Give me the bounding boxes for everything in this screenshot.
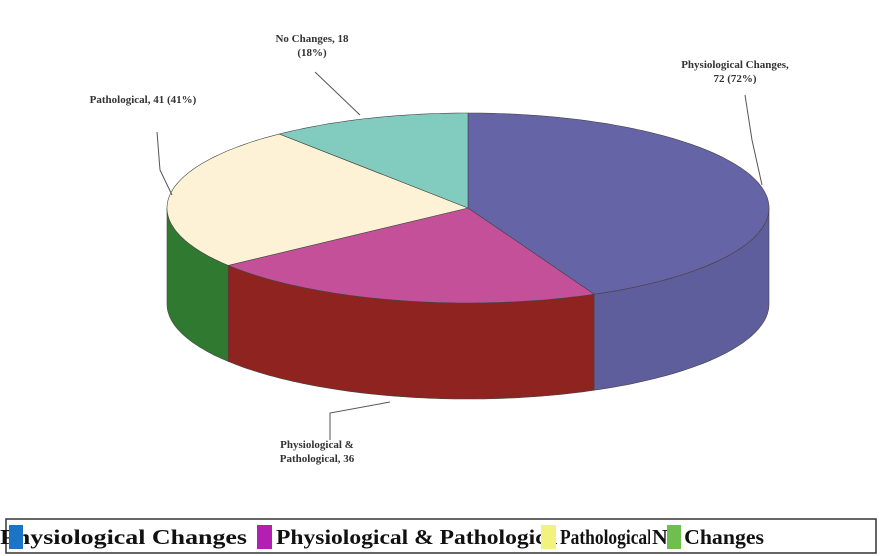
legend-label: Physiological Changes — [0, 525, 247, 549]
leader-line — [744, 94, 763, 186]
legend-label: Pathological — [560, 525, 652, 549]
legend-label: Physiological & Pathological — [276, 525, 564, 549]
legend-backing — [274, 522, 566, 551]
data-label: Pathological, 41 (41%) — [89, 94, 197, 106]
pie-slice — [166, 133, 469, 266]
data-label: Physiological Changes, 72 (72%) — [681, 59, 789, 85]
legend-backing — [558, 522, 654, 551]
pie — [166, 112, 770, 400]
legend-swatch — [9, 525, 23, 549]
data-label: No Changes, 18 (18%) — [275, 33, 349, 59]
leader-lines — [156, 71, 763, 440]
leader-line — [329, 401, 391, 440]
data-label: Physiological & Pathological, 36 — [279, 439, 355, 465]
pie-slice — [227, 207, 596, 304]
pie-slice — [467, 112, 770, 295]
pie-slice — [278, 112, 469, 209]
leader-line — [314, 71, 361, 116]
leader-line — [156, 131, 173, 196]
legend-swatch — [667, 525, 681, 549]
legend-swatch — [541, 525, 556, 549]
legend-swatch — [257, 525, 272, 549]
